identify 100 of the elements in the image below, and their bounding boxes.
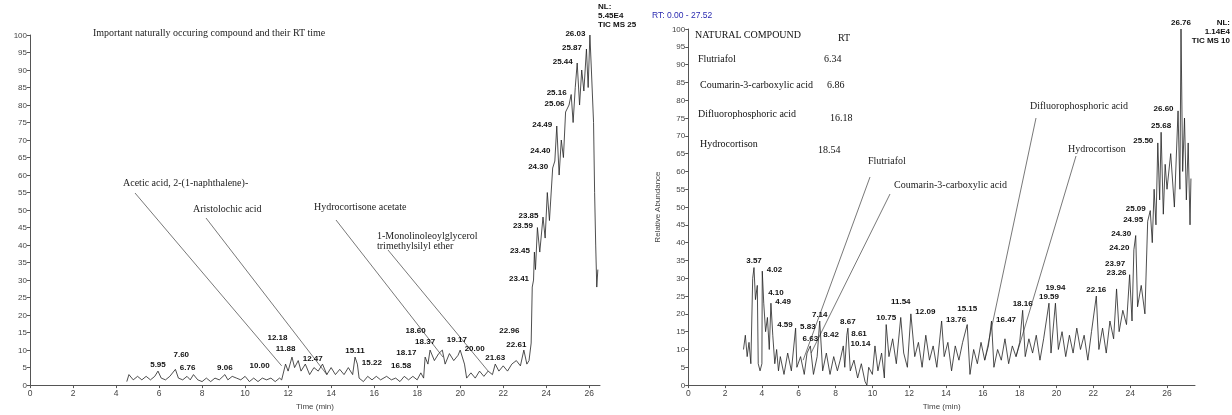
y-tick-label: 80 [18, 100, 28, 110]
x-axis-title: Time (min) [922, 401, 961, 411]
x-tick-label: 26 [1162, 387, 1172, 398]
annotation: 26.60 [1153, 104, 1175, 114]
text: TIC MS 25 [598, 19, 637, 29]
text: NL: [598, 1, 612, 11]
annotation: 6.76 [179, 362, 196, 372]
y-tick-label: 25 [18, 293, 28, 303]
annotation: 24.30 [1111, 229, 1132, 239]
y-tick-label: 0 [22, 380, 28, 390]
annotation: 1-Monolinoleoylglycerol trimethylsilyl ether [377, 229, 481, 251]
annotation: 25.44 [552, 56, 574, 66]
x-tick-label: 18 [1014, 387, 1025, 398]
annotation: 23.45 [509, 245, 531, 255]
y-tick-label: 80 [676, 95, 686, 105]
y-tick-label: 85 [676, 77, 686, 87]
annotation: RT [838, 31, 851, 43]
annotation: 25.09 [1125, 204, 1147, 214]
annotation: 25.50 [1133, 136, 1154, 146]
annotation: 22.16 [1086, 284, 1107, 294]
annotation: 10.14 [850, 339, 872, 349]
x-tick-label: 4 [113, 387, 119, 398]
annotation: 19.59 [1038, 291, 1060, 301]
annotation: 25.16 [546, 88, 568, 98]
y-tick-label: 10 [18, 345, 28, 355]
y-tick-label: 65 [676, 149, 686, 159]
annotation: 4.59 [777, 319, 794, 329]
x-tick-label: 18 [412, 387, 423, 398]
annotation: 8.67 [840, 316, 857, 326]
annotation: Hydrocortison [1068, 142, 1126, 154]
y-tick-label: 95 [18, 48, 28, 58]
y-tick-label: 75 [18, 118, 28, 128]
y-tick-label: 20 [18, 310, 28, 320]
annotation: 23.85 [518, 210, 540, 220]
x-tick-label: 6 [156, 387, 162, 398]
y-tick-label: 65 [18, 153, 28, 163]
x-tick-label: 8 [199, 387, 205, 398]
y-tick-label: 45 [676, 220, 686, 230]
x-tick-label: 16 [978, 387, 988, 398]
x-tick-label: 4 [759, 387, 765, 398]
annotation: 4.02 [766, 264, 783, 274]
annotation: 21.63 [485, 352, 506, 362]
annotation: 3.57 [746, 256, 763, 266]
y-tick-label: 90 [676, 60, 686, 70]
x-tick-label: 14 [941, 387, 952, 398]
annotation: Flutriafol [698, 52, 736, 64]
y-tick-label: 35 [18, 258, 28, 268]
annotation: 10.75 [876, 313, 897, 323]
annotation: 25.68 [1151, 120, 1172, 130]
y-tick-label: 60 [676, 166, 686, 176]
annotation: NATURAL COMPOUND [695, 28, 802, 40]
annotation: 24.20 [1109, 243, 1130, 253]
annotation: Difluorophosphoric acid [1030, 99, 1129, 111]
chart-title: Important naturally occuring compound and their RT time [93, 26, 326, 38]
x-tick-label: 26 [584, 387, 595, 398]
y-tick-label: 5 [22, 363, 28, 373]
annotation: Hydrocortison [700, 137, 758, 149]
x-tick-label: 10 [867, 387, 878, 398]
annotation: 16.47 [996, 314, 1017, 324]
x-tick-label: 22 [1088, 387, 1099, 398]
annotation: 7.14 [811, 309, 829, 319]
x-tick-label: 20 [455, 387, 466, 398]
x-tick-label: 14 [326, 387, 337, 398]
annotation: 16.18 [830, 111, 853, 123]
annotation: 25.87 [561, 42, 583, 52]
x-tick-label: 10 [240, 387, 251, 398]
y-tick-label: 50 [18, 205, 28, 215]
annotation: 9.06 [217, 363, 234, 373]
text: 5.45E4 [598, 10, 624, 20]
annotation: 8.61 [851, 328, 868, 338]
annotation: 11.88 [275, 343, 296, 353]
annotation: 13.76 [946, 314, 967, 324]
y-tick-label: 30 [676, 273, 686, 283]
annotation: 5.83 [800, 321, 817, 331]
y-tick-label: 70 [18, 135, 28, 145]
annotation: 4.10 [768, 287, 785, 297]
y-tick-label: 35 [676, 255, 686, 265]
text: NL: [1216, 17, 1230, 27]
x-tick-label: 6 [796, 387, 802, 398]
y-tick-label: 0 [680, 380, 686, 390]
annotation: Aristolochic acid [193, 202, 262, 214]
annotation: 26.03 [565, 28, 586, 38]
x-tick-label: 12 [283, 387, 294, 398]
annotation: 12.47 [302, 354, 324, 364]
x-tick-label: 20 [1051, 387, 1062, 398]
annotation: 22.96 [499, 325, 520, 335]
text: RT: 0.00 - 27.52 [652, 10, 713, 20]
annotation: 6.86 [827, 78, 845, 90]
annotation: 24.40 [530, 145, 551, 155]
annotation: 24.49 [532, 119, 553, 129]
annotation: 15.11 [345, 345, 366, 355]
annotation: 23.41 [509, 273, 530, 283]
annotation: 23.59 [512, 221, 534, 231]
x-tick-label: 24 [541, 387, 552, 398]
y-tick-label: 40 [676, 238, 686, 248]
x-tick-label: 12 [904, 387, 915, 398]
y-tick-label: 70 [676, 131, 686, 141]
y-tick-label: 30 [18, 275, 28, 285]
annotation: 23.26 [1106, 268, 1128, 278]
y-tick-label: 15 [676, 327, 686, 337]
